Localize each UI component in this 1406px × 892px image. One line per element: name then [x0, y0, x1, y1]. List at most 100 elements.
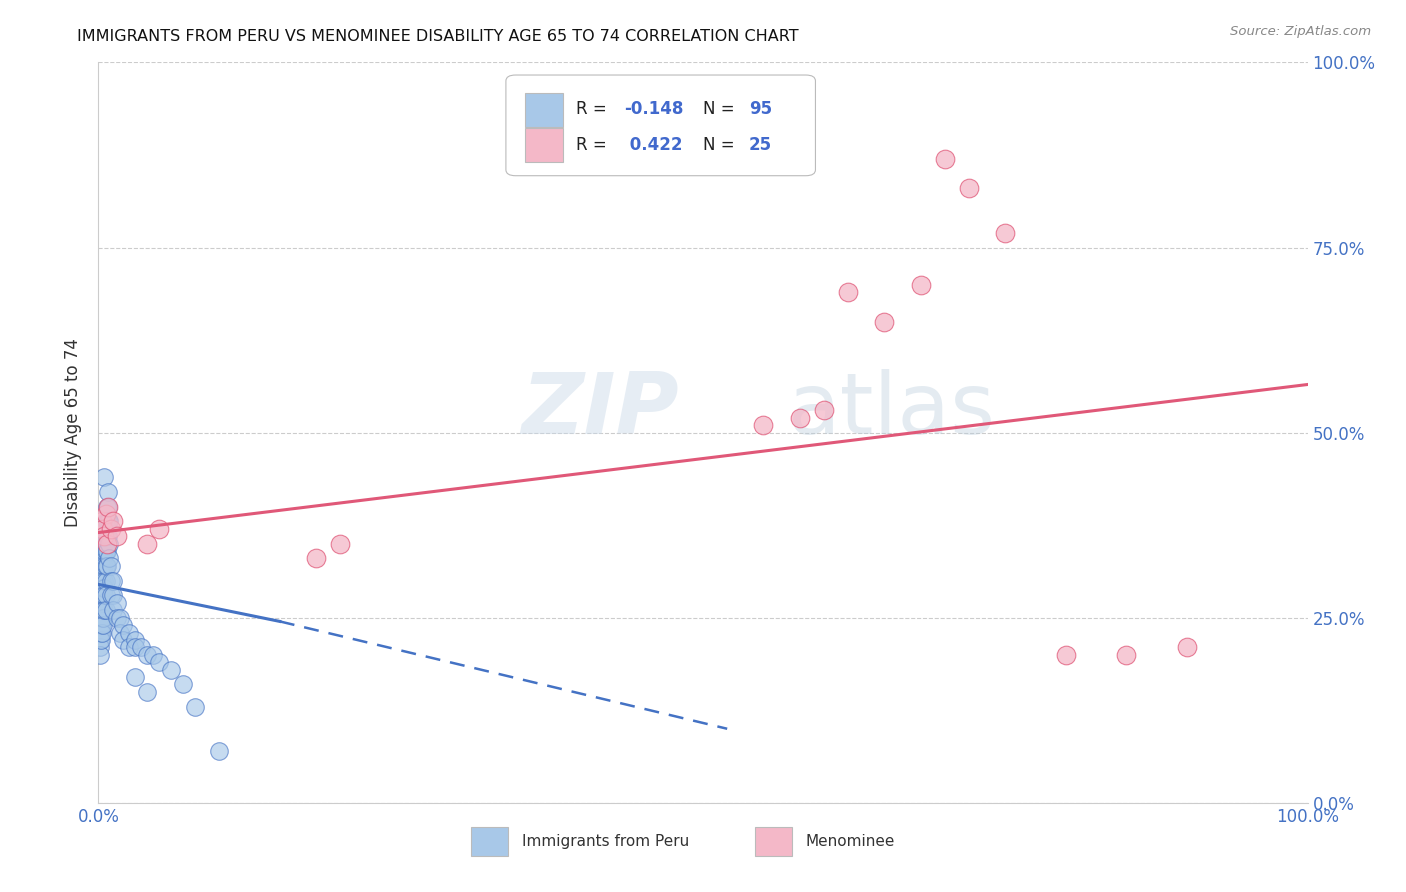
- Point: [752, 418, 775, 433]
- Point: [93, 574, 115, 588]
- Point: [118, 625, 141, 640]
- Point: [91, 610, 114, 624]
- Point: [93, 529, 115, 543]
- Point: [91, 566, 114, 581]
- Point: [94, 507, 117, 521]
- Point: [97, 500, 120, 514]
- Point: [90, 574, 112, 588]
- Point: [90, 596, 112, 610]
- Point: [91, 596, 114, 610]
- Point: [93, 529, 115, 543]
- Point: [94, 589, 117, 603]
- Point: [957, 181, 980, 195]
- FancyBboxPatch shape: [755, 827, 793, 856]
- Point: [90, 625, 112, 640]
- Point: [91, 551, 114, 566]
- Point: [93, 589, 115, 603]
- Point: [97, 515, 120, 529]
- Point: [813, 403, 835, 417]
- Text: 0.422: 0.422: [624, 136, 683, 153]
- Text: Immigrants from Peru: Immigrants from Peru: [522, 834, 689, 849]
- Point: [98, 551, 121, 566]
- Point: [129, 640, 152, 655]
- Point: [91, 596, 114, 610]
- Point: [97, 529, 120, 543]
- Point: [93, 581, 115, 595]
- Point: [90, 566, 112, 581]
- Point: [111, 618, 134, 632]
- Point: [135, 685, 157, 699]
- Text: 95: 95: [749, 100, 772, 118]
- Point: [124, 640, 146, 655]
- Point: [91, 558, 114, 573]
- Point: [98, 536, 121, 550]
- Point: [108, 610, 131, 624]
- Point: [91, 574, 114, 588]
- Point: [91, 581, 114, 595]
- Point: [160, 663, 183, 677]
- Point: [97, 484, 120, 499]
- Point: [329, 536, 352, 550]
- Point: [89, 632, 111, 647]
- Point: [135, 536, 157, 550]
- Point: [90, 581, 112, 595]
- Text: R =: R =: [576, 136, 612, 153]
- Point: [789, 410, 811, 425]
- Point: [837, 285, 859, 299]
- Text: atlas: atlas: [787, 369, 995, 452]
- Text: N =: N =: [703, 100, 740, 118]
- Point: [1054, 648, 1077, 662]
- Point: [934, 152, 956, 166]
- Text: R =: R =: [576, 100, 612, 118]
- Point: [89, 618, 111, 632]
- FancyBboxPatch shape: [526, 128, 562, 162]
- Point: [910, 277, 932, 292]
- Point: [90, 618, 112, 632]
- Point: [994, 226, 1017, 240]
- Point: [101, 589, 124, 603]
- Point: [94, 603, 117, 617]
- Text: N =: N =: [703, 136, 740, 153]
- Point: [124, 670, 146, 684]
- Point: [105, 529, 128, 543]
- Y-axis label: Disability Age 65 to 74: Disability Age 65 to 74: [63, 338, 82, 527]
- Point: [91, 618, 114, 632]
- Point: [90, 632, 112, 647]
- Point: [135, 648, 157, 662]
- Point: [89, 596, 111, 610]
- FancyBboxPatch shape: [471, 827, 509, 856]
- Point: [91, 618, 114, 632]
- Point: [142, 648, 165, 662]
- Point: [91, 522, 114, 536]
- Point: [89, 589, 111, 603]
- Point: [89, 610, 111, 624]
- Point: [97, 500, 120, 514]
- Point: [100, 574, 122, 588]
- Point: [100, 558, 122, 573]
- FancyBboxPatch shape: [526, 93, 562, 127]
- Text: IMMIGRANTS FROM PERU VS MENOMINEE DISABILITY AGE 65 TO 74 CORRELATION CHART: IMMIGRANTS FROM PERU VS MENOMINEE DISABI…: [77, 29, 799, 44]
- Point: [91, 603, 114, 617]
- Point: [91, 589, 114, 603]
- Point: [96, 536, 118, 550]
- Point: [90, 610, 112, 624]
- Point: [1115, 648, 1137, 662]
- Point: [124, 632, 146, 647]
- Point: [89, 603, 111, 617]
- Point: [108, 625, 131, 640]
- Point: [91, 551, 114, 566]
- Point: [91, 625, 114, 640]
- Point: [93, 558, 115, 573]
- Point: [89, 640, 111, 655]
- Point: [148, 522, 170, 536]
- Point: [148, 655, 170, 669]
- Text: ZIP: ZIP: [522, 369, 679, 452]
- Point: [93, 544, 115, 558]
- Point: [98, 515, 121, 529]
- Point: [1175, 640, 1198, 655]
- Point: [105, 596, 128, 610]
- FancyBboxPatch shape: [506, 75, 815, 176]
- Point: [101, 603, 124, 617]
- Point: [305, 551, 328, 566]
- Point: [873, 314, 896, 328]
